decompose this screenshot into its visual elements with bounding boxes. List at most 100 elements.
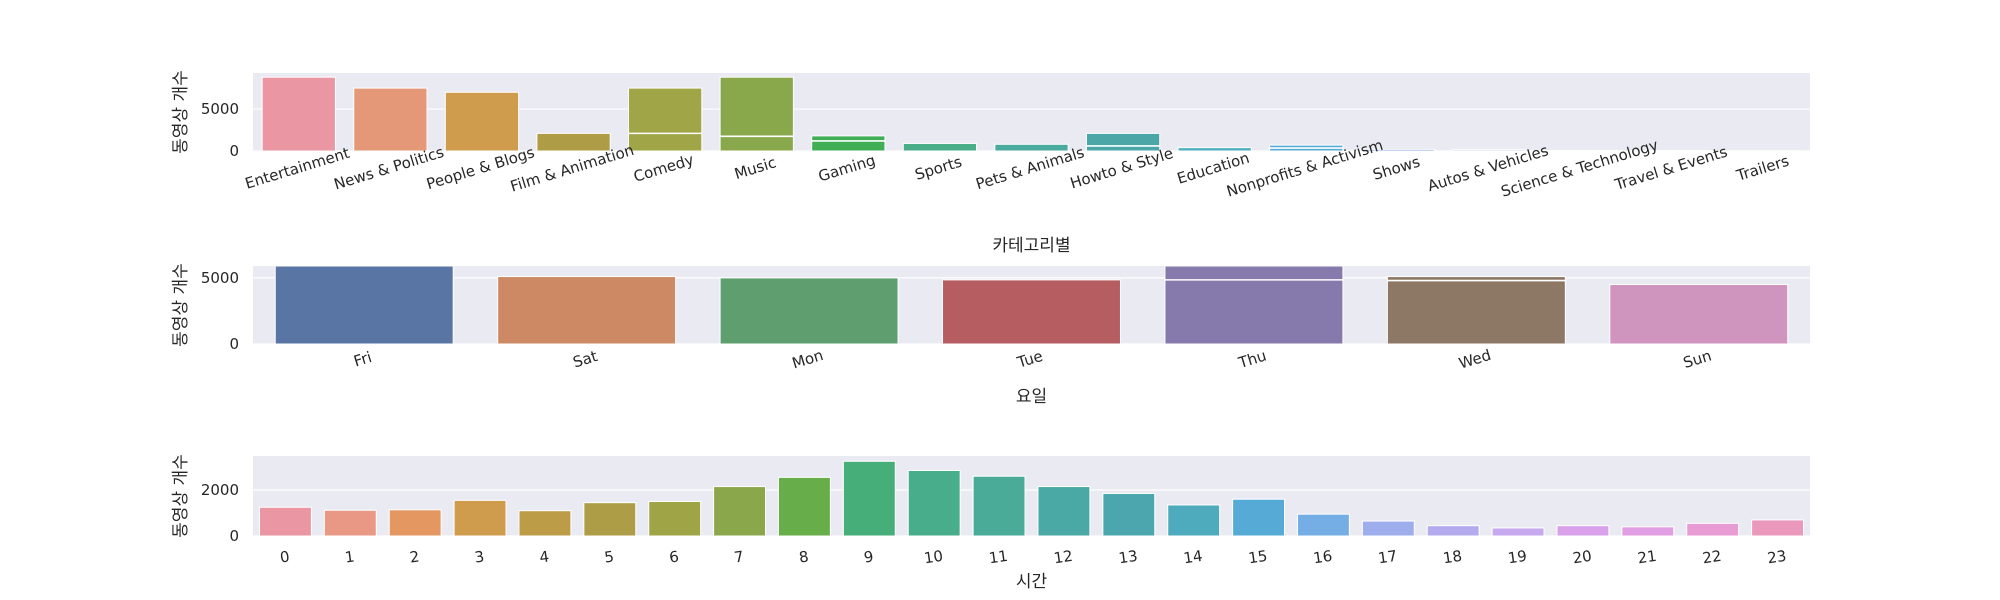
bar — [1543, 149, 1619, 152]
x-tick-label: 22 — [1701, 547, 1722, 567]
x-axis-label: 요일 — [1016, 387, 1047, 407]
x-tick-label: 14 — [1182, 547, 1203, 567]
y-tick-label: 2000 — [201, 481, 239, 499]
x-tick-label: Mon — [790, 346, 826, 372]
bar — [1102, 492, 1156, 537]
y-axis-label: 동영상 개수 — [171, 70, 191, 154]
x-tick-label: 16 — [1312, 547, 1333, 567]
x-tick-label: 15 — [1247, 547, 1268, 567]
x-tick-label: Sun — [1681, 346, 1714, 372]
bar — [518, 510, 572, 537]
bar — [1621, 526, 1675, 537]
bar — [972, 475, 1026, 537]
bar — [1727, 150, 1802, 152]
bar — [1556, 525, 1610, 537]
x-tick-label: 1 — [344, 547, 356, 566]
bar — [713, 486, 767, 537]
bar — [1085, 132, 1161, 152]
bar — [1491, 527, 1545, 537]
y-tick-label: 0 — [229, 142, 239, 160]
bar — [648, 501, 702, 537]
plot-background — [253, 456, 1810, 536]
x-tick-label: Fri — [352, 348, 374, 370]
bar — [497, 276, 677, 345]
x-tick-label: 20 — [1572, 547, 1593, 567]
x-tick-label: Sports — [913, 153, 964, 184]
y-tick-label: 5000 — [201, 269, 239, 287]
bar — [1426, 525, 1480, 537]
bar — [1452, 149, 1527, 152]
x-tick-label: 18 — [1442, 547, 1463, 567]
x-tick-label: 11 — [988, 547, 1009, 567]
x-tick-label: Gaming — [816, 151, 877, 185]
y-axis-label: 동영상 개수 — [171, 263, 191, 347]
bar — [453, 499, 507, 537]
bar — [258, 506, 312, 537]
x-tick-label: Sat — [571, 347, 600, 371]
bar — [777, 476, 831, 537]
bar — [583, 502, 637, 537]
x-tick-label: 3 — [473, 547, 485, 566]
bar — [388, 509, 442, 537]
x-tick-label: 7 — [733, 547, 745, 566]
x-tick-label: 8 — [798, 547, 810, 566]
bar — [1232, 498, 1286, 537]
x-tick-label: Music — [732, 153, 778, 183]
x-axis-label: 카테고리별 — [992, 236, 1070, 256]
x-tick-label: Thu — [1235, 346, 1268, 372]
bar — [1167, 504, 1221, 537]
bar — [902, 142, 978, 152]
bar — [1177, 147, 1252, 152]
x-tick-label: Wed — [1457, 346, 1494, 373]
bar — [842, 460, 896, 537]
x-tick-label: 4 — [538, 547, 550, 566]
bar — [353, 87, 428, 152]
bar — [994, 143, 1069, 152]
bar — [811, 135, 886, 152]
y-tick-label: 5000 — [201, 100, 239, 118]
x-tick-label: 12 — [1053, 547, 1074, 567]
y-tick-label: 0 — [229, 527, 239, 545]
x-tick-label: 23 — [1766, 547, 1787, 567]
x-tick-label: 10 — [923, 547, 944, 567]
bar — [1609, 284, 1789, 345]
bar — [942, 279, 1121, 345]
x-tick-label: 5 — [603, 547, 615, 566]
bar — [628, 87, 703, 152]
bar — [719, 76, 794, 152]
x-tick-label: 17 — [1377, 547, 1398, 567]
x-tick-label: 6 — [668, 547, 680, 566]
bar — [536, 132, 611, 152]
x-tick-label: 0 — [279, 547, 291, 566]
bar — [261, 76, 336, 152]
bar — [1164, 265, 1344, 345]
bar — [1386, 276, 1566, 345]
x-tick-label: Trailers — [1733, 152, 1791, 185]
bar — [719, 277, 899, 345]
bar — [1635, 150, 1710, 152]
bar — [1296, 513, 1350, 537]
bar — [323, 509, 377, 537]
x-axis-label: 시간 — [1016, 572, 1048, 592]
bar — [1751, 519, 1805, 537]
x-tick-label: Tue — [1014, 347, 1045, 372]
x-tick-label: Shows — [1371, 152, 1423, 183]
x-tick-label: Comedy — [631, 151, 696, 186]
bar — [274, 265, 454, 345]
bar — [1037, 486, 1091, 537]
bar — [1360, 148, 1435, 152]
chart-panel-1: 0 5000 Fri Sat Mon Tue Thu Wed Sun 요일 동영상 개수 — [171, 263, 1810, 407]
y-axis-label: 동영상 개수 — [171, 454, 191, 538]
x-tick-label: 13 — [1117, 547, 1138, 567]
x-tick-label: 19 — [1507, 547, 1528, 567]
bar — [444, 91, 520, 152]
x-tick-label: 21 — [1636, 547, 1657, 567]
bar — [907, 469, 961, 537]
bar — [1686, 522, 1740, 537]
x-tick-label: 2 — [409, 547, 421, 566]
y-tick-label: 0 — [229, 335, 239, 353]
x-tick-label: 9 — [863, 547, 875, 566]
